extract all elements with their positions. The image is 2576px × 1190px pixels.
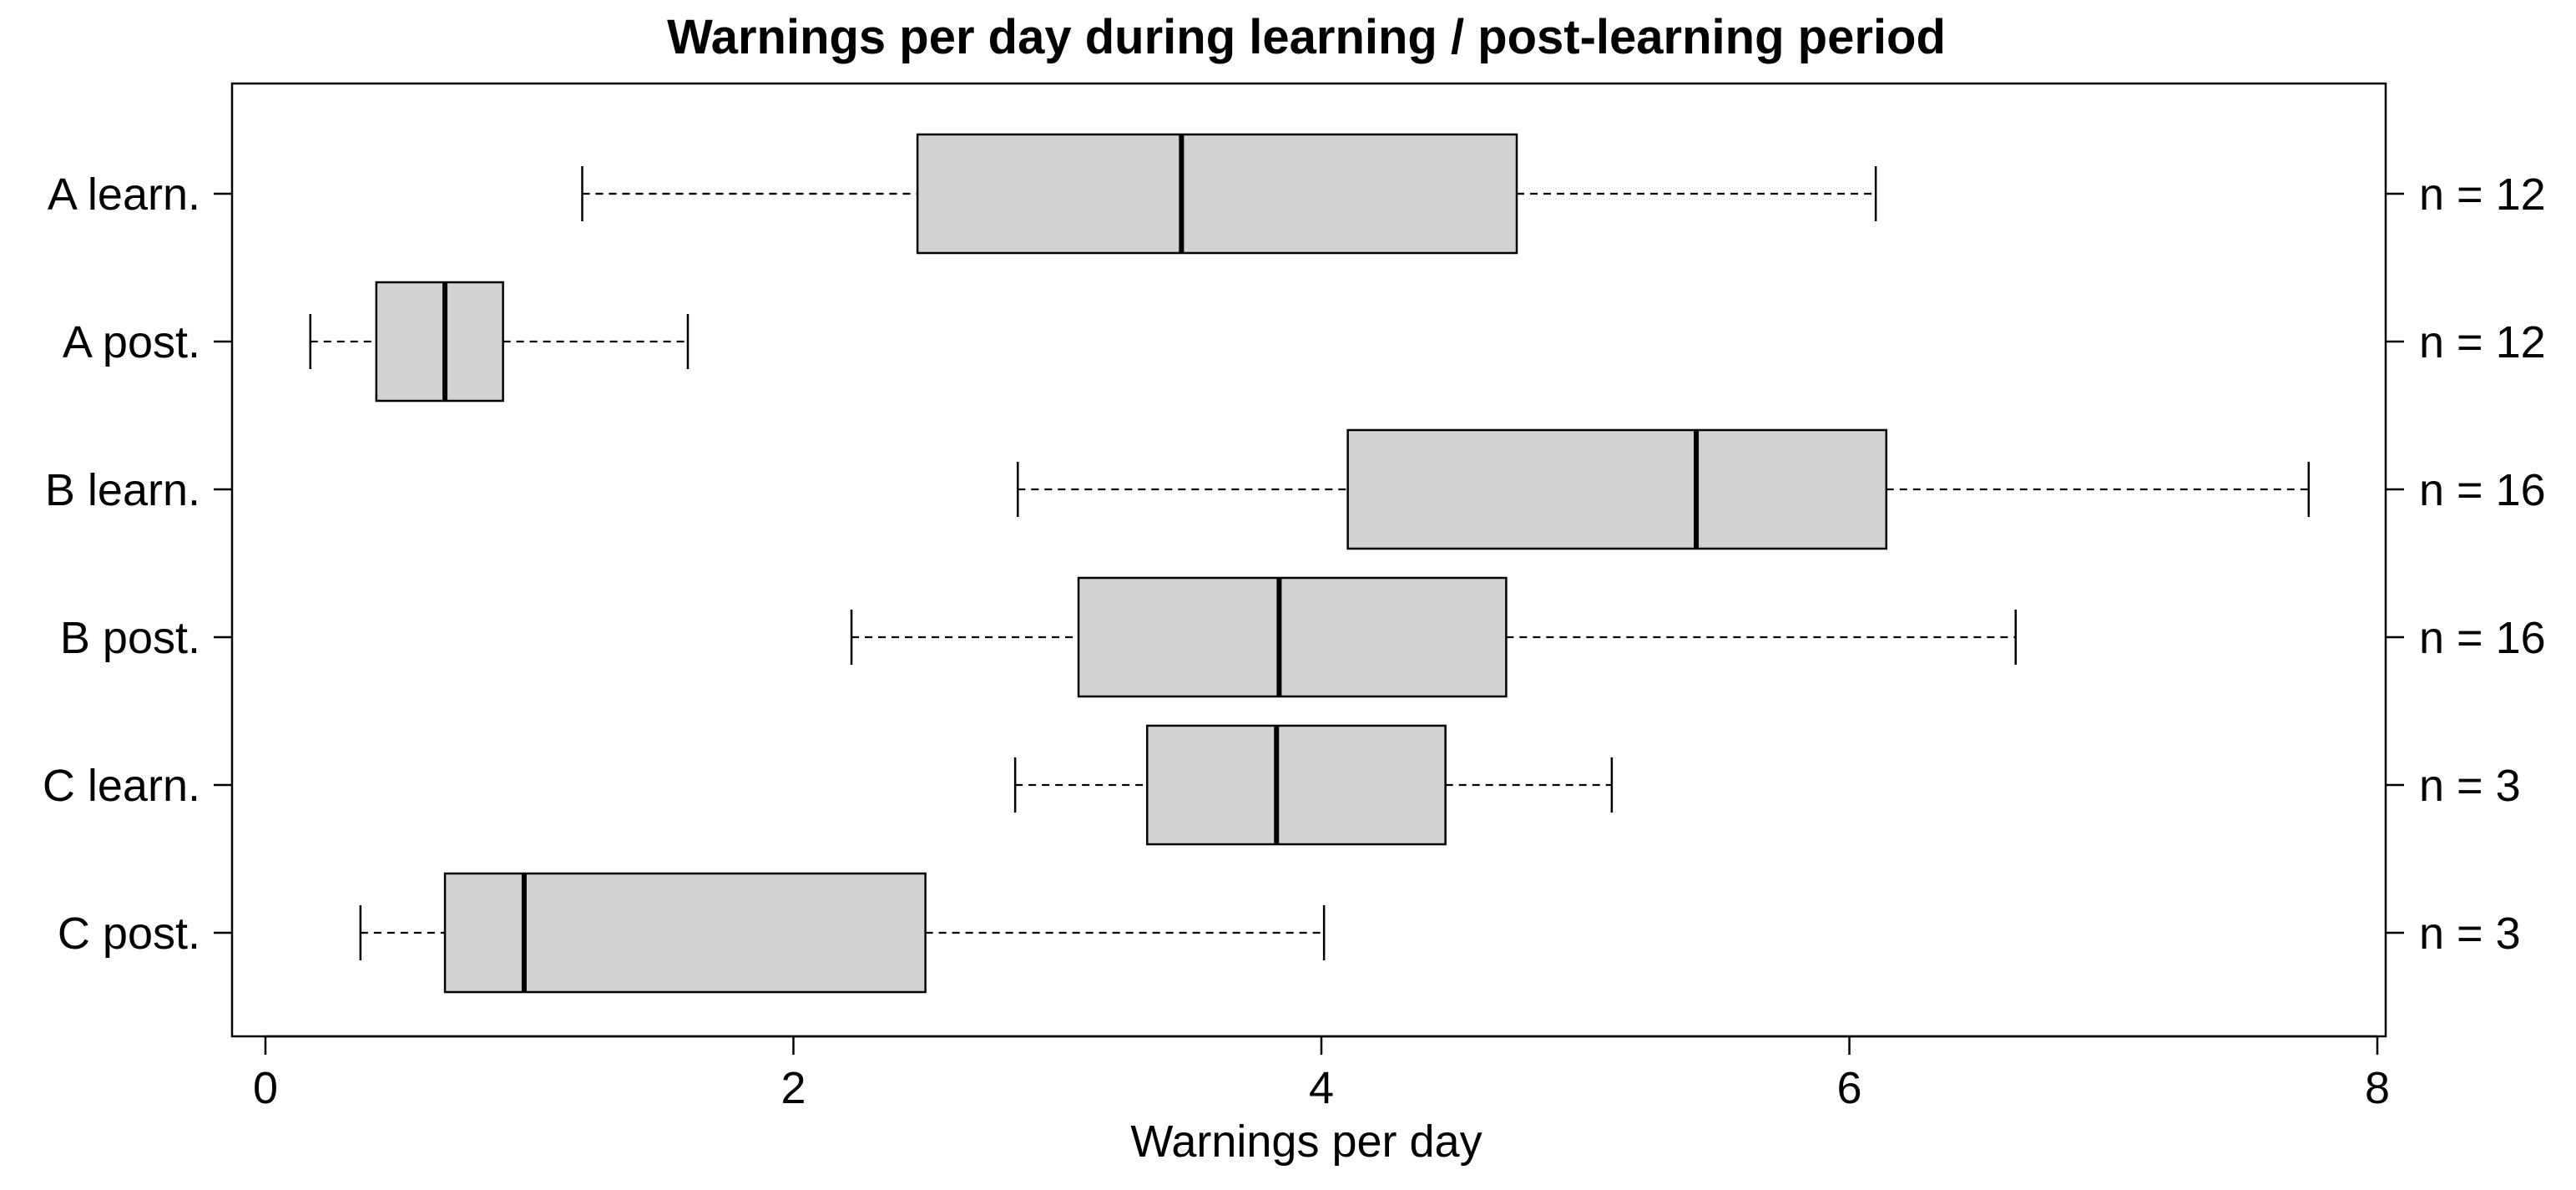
box-group: A post. n = 12 (63, 281, 2546, 403)
iqr-box (1146, 724, 1447, 846)
y-tick-label: B learn. (45, 465, 200, 515)
iqr-box (375, 281, 504, 403)
n-label: n = 16 (2419, 613, 2546, 663)
n-label: n = 12 (2419, 317, 2546, 367)
x-axis: 0 2 4 6 8 (253, 1035, 2390, 1113)
y-tick-label: A post. (63, 317, 200, 367)
iqr-box (1077, 576, 1508, 698)
n-label: n = 3 (2419, 909, 2521, 959)
y-tick-label: B post. (60, 613, 200, 663)
box-group: C post. n = 3 (58, 872, 2521, 994)
box-group: B post. n = 16 (60, 576, 2546, 698)
boxes-layer: A learn. n = 12 A post. n = 12 B learn. n = 1… (43, 133, 2546, 994)
x-axis-label: Warnings per day (1130, 1117, 1482, 1167)
n-label: n = 16 (2419, 465, 2546, 515)
x-tick-label: 6 (1836, 1063, 1861, 1113)
x-tick-label: 8 (2365, 1063, 2390, 1113)
n-label: n = 3 (2419, 761, 2521, 811)
n-label: n = 12 (2419, 170, 2546, 220)
chart-title: Warnings per day during learning / post-… (667, 10, 1946, 64)
y-tick-label: A learn. (48, 170, 200, 220)
x-tick-label: 0 (253, 1063, 278, 1113)
box-group: B learn. n = 16 (45, 428, 2546, 550)
iqr-box (916, 133, 1518, 255)
box-group: C learn. n = 3 (43, 724, 2521, 846)
iqr-box (443, 872, 927, 994)
y-tick-label: C post. (58, 909, 200, 959)
iqr-box (1346, 428, 1888, 550)
x-tick-label: 2 (780, 1063, 806, 1113)
x-tick-label: 4 (1309, 1063, 1334, 1113)
y-tick-label: C learn. (43, 761, 200, 811)
box-group: A learn. n = 12 (48, 133, 2546, 255)
